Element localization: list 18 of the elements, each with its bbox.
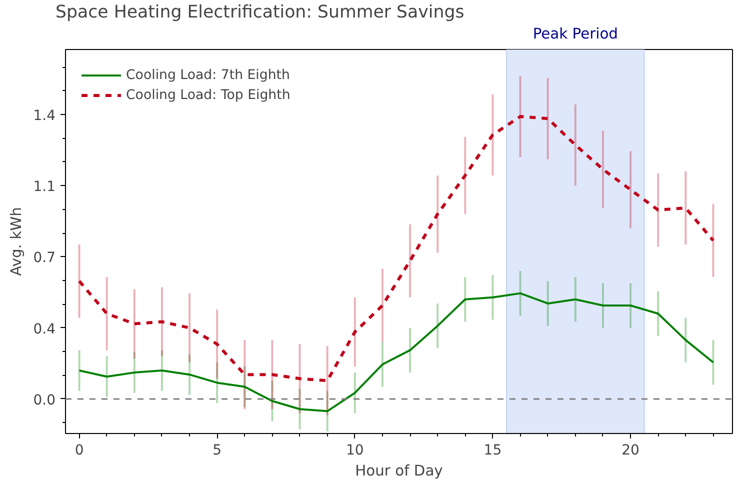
x-tick-label: 15 xyxy=(484,442,502,458)
line-series xyxy=(78,115,715,382)
x-tick-label: 20 xyxy=(622,442,640,458)
x-tick-label: 5 xyxy=(212,442,222,458)
y-tick-label: 0.4 xyxy=(33,321,56,338)
y-tick-label: 1.1 xyxy=(33,179,56,196)
y-tick-label: 1.4 xyxy=(33,108,56,124)
y-tick-label: 0.0 xyxy=(33,392,56,408)
x-tick-label: 10 xyxy=(346,442,364,458)
legend-label: Cooling Load: 7th Eighth xyxy=(126,68,290,82)
line-series xyxy=(78,292,714,412)
x-axis-title: Hour of Day xyxy=(355,462,444,480)
y-axis-title: Avg. kWh xyxy=(8,207,26,276)
x-tick-label: 0 xyxy=(74,442,84,458)
legend-label: Cooling Load: Top Eighth xyxy=(126,88,290,102)
band-label: Peak Period xyxy=(532,26,618,42)
chart-title: Space Heating Electrification: Summer Savings xyxy=(56,2,464,22)
y-tick-label: 0.7 xyxy=(33,250,56,266)
